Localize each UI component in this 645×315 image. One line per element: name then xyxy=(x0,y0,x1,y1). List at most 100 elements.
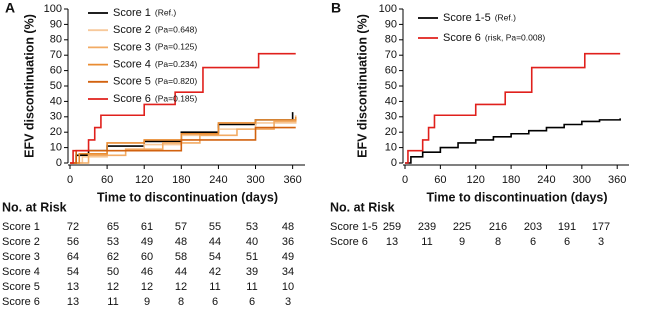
survival-curve xyxy=(70,126,296,164)
legend-note: (Pa=0.648) xyxy=(155,24,197,34)
risk-count: 53 xyxy=(107,236,119,248)
survival-curve xyxy=(405,118,621,164)
risk-count: 44 xyxy=(209,236,221,248)
risk-count: 54 xyxy=(209,251,221,263)
risk-count: 44 xyxy=(175,266,187,278)
risk-count: 36 xyxy=(282,236,294,248)
risk-count: 13 xyxy=(67,281,79,293)
x-tick-label: 60 xyxy=(434,174,446,186)
risk-count: 216 xyxy=(489,221,507,233)
x-tick-label: 0 xyxy=(67,174,73,186)
panel-letter: A xyxy=(5,0,15,16)
survival-curve xyxy=(70,118,297,164)
x-tick-label: 240 xyxy=(537,174,555,186)
risk-count: 177 xyxy=(592,221,610,233)
y-tick-label: 0 xyxy=(56,157,62,169)
x-tick-label: 120 xyxy=(135,174,153,186)
legend-label: Score 5 xyxy=(113,76,151,88)
y-tick-label: 50 xyxy=(385,80,397,92)
x-tick-label: 240 xyxy=(209,174,227,186)
y-tick-label: 50 xyxy=(50,80,62,92)
risk-count: 62 xyxy=(107,251,119,263)
legend-note: (Pa=0.234) xyxy=(155,59,197,69)
risk-count: 191 xyxy=(558,221,576,233)
risk-count: 6 xyxy=(249,296,255,308)
risk-count: 40 xyxy=(246,236,258,248)
legend-label: Score 4 xyxy=(113,59,151,71)
survival-curve xyxy=(405,52,621,164)
y-tick-label: 10 xyxy=(385,142,397,154)
risk-count: 65 xyxy=(107,221,119,233)
risk-count: 64 xyxy=(67,251,79,263)
risk-table-title: No. at Risk xyxy=(330,200,395,214)
risk-count: 11 xyxy=(421,236,432,248)
x-tick-label: 60 xyxy=(101,174,113,186)
legend-label: Score 1-5 xyxy=(443,12,491,24)
risk-row-label: Score 1 xyxy=(2,221,40,233)
y-tick-label: 40 xyxy=(50,95,62,107)
risk-count: 3 xyxy=(285,296,291,308)
risk-count: 54 xyxy=(67,266,79,278)
y-tick-label: 90 xyxy=(385,18,397,30)
y-axis-title: EFV discontinuation (%) xyxy=(355,14,369,158)
x-tick-label: 120 xyxy=(467,174,485,186)
legend-label: Score 2 xyxy=(113,24,151,36)
x-tick-label: 360 xyxy=(283,174,301,186)
risk-count: 8 xyxy=(495,236,501,248)
risk-count: 60 xyxy=(141,251,153,263)
risk-count: 61 xyxy=(141,221,153,233)
risk-count: 34 xyxy=(282,266,294,278)
risk-count: 11 xyxy=(107,296,118,308)
risk-row-label: Score 1-5 xyxy=(330,221,378,233)
risk-count: 72 xyxy=(67,221,79,233)
y-axis-title: EFV discontinuation (%) xyxy=(22,14,36,158)
x-tick-label: 180 xyxy=(172,174,190,186)
risk-count: 53 xyxy=(246,221,258,233)
y-tick-label: 0 xyxy=(391,157,397,169)
panel-letter: B xyxy=(331,0,341,16)
y-tick-label: 30 xyxy=(385,111,397,123)
y-tick-label: 20 xyxy=(50,126,62,138)
y-tick-label: 90 xyxy=(50,18,62,30)
risk-count: 57 xyxy=(175,221,187,233)
risk-count: 3 xyxy=(598,236,604,248)
legend-label: Score 6 xyxy=(113,93,151,105)
risk-count: 46 xyxy=(141,266,153,278)
risk-row-label: Score 2 xyxy=(2,236,40,248)
x-axis-title: Time to discontinuation (days) xyxy=(97,190,278,204)
legend-note: (Pa=0.185) xyxy=(155,93,197,103)
risk-count: 9 xyxy=(144,296,150,308)
risk-count: 12 xyxy=(175,281,187,293)
risk-row-label: Score 6 xyxy=(330,236,368,248)
risk-count: 56 xyxy=(67,236,79,248)
y-tick-label: 40 xyxy=(385,95,397,107)
y-tick-label: 10 xyxy=(50,142,62,154)
risk-row-label: Score 5 xyxy=(2,281,40,293)
risk-count: 48 xyxy=(282,221,294,233)
risk-count: 6 xyxy=(530,236,536,248)
risk-count: 10 xyxy=(282,281,294,293)
y-tick-label: 70 xyxy=(50,49,62,61)
risk-count: 50 xyxy=(107,266,119,278)
x-tick-label: 300 xyxy=(573,174,591,186)
y-tick-label: 100 xyxy=(44,3,62,15)
risk-count: 12 xyxy=(107,281,119,293)
x-tick-label: 180 xyxy=(502,174,520,186)
legend-label: Score 3 xyxy=(113,41,151,53)
risk-count: 8 xyxy=(178,296,184,308)
risk-count: 48 xyxy=(175,236,187,248)
risk-count: 239 xyxy=(418,221,436,233)
risk-count: 6 xyxy=(212,296,218,308)
x-tick-label: 0 xyxy=(402,174,408,186)
risk-count: 58 xyxy=(175,251,187,263)
risk-count: 39 xyxy=(246,266,258,278)
risk-count: 203 xyxy=(524,221,542,233)
legend-note: (Pa=0.820) xyxy=(155,76,197,86)
risk-count: 49 xyxy=(282,251,294,263)
legend-note: (Ref.) xyxy=(495,12,516,22)
risk-row-label: Score 4 xyxy=(2,266,40,278)
y-tick-label: 80 xyxy=(385,34,397,46)
risk-row-label: Score 6 xyxy=(2,296,40,308)
x-tick-label: 360 xyxy=(608,174,626,186)
